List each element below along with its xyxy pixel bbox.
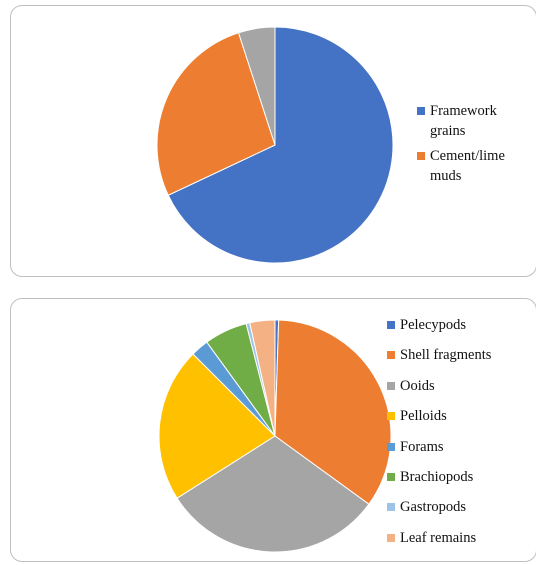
legend-swatch [387, 321, 395, 329]
legend-swatch [387, 472, 395, 481]
pie-slice-leaf-remains [249, 319, 276, 437]
legend-composition: Framework grains Cement/lime muds [417, 101, 529, 191]
legend-swatch [417, 152, 425, 160]
legend-swatch [387, 503, 395, 512]
legend-item-forams: Forams [387, 437, 535, 467]
pie-slice-unlabeled [237, 26, 276, 146]
legend-label: Brachiopods [400, 468, 474, 485]
chart-panel-composition: Framework grains Cement/lime muds [10, 5, 536, 277]
legend-swatch [387, 442, 395, 451]
legend-item-pelecypods: Pelecypods [387, 315, 535, 345]
pie-slice-framework-grains [167, 26, 394, 264]
legend-label: Cement/lime muds [430, 148, 505, 184]
legend-swatch [387, 381, 395, 390]
pie-slice-ooids [176, 435, 370, 553]
legend-item-shell-fragments: Shell fragments [387, 345, 535, 375]
pie-slice-shell-fragments [274, 319, 392, 505]
pie-slice-pelloids [158, 353, 276, 499]
legend-item-brachiopods: Brachiopods [387, 467, 535, 497]
legend-label: Forams [400, 438, 444, 455]
legend-label: Leaf remains [400, 529, 477, 546]
pie-slice-cement-lime-muds [156, 32, 276, 196]
pie-chart-composition [156, 26, 394, 264]
legend-label: Pelecypods [400, 317, 467, 333]
legend-label: Shell fragments [400, 347, 492, 364]
pie-chart-grain-types [158, 319, 392, 553]
legend-item-leaf-remains: Leaf remains [387, 528, 535, 558]
legend-item-ooids: Ooids [387, 376, 535, 406]
legend-label: Framework grains [430, 103, 497, 139]
legend-label: Ooids [400, 377, 435, 394]
legend-item-pelloids: Pelloids [387, 406, 535, 436]
chart-panel-grain-types: Pelecypods Shell fragments Ooids Pelloid… [10, 298, 536, 562]
legend-item-framework-grains: Framework grains [417, 101, 529, 141]
legend-swatch [417, 107, 425, 115]
legend-grain-types: Pelecypods Shell fragments Ooids Pelloid… [387, 315, 535, 558]
legend-swatch [387, 412, 395, 421]
legend-item-gastropods: Gastropods [387, 497, 535, 527]
legend-swatch [387, 351, 395, 360]
legend-item-cement-lime-muds: Cement/lime muds [417, 146, 529, 186]
legend-label: Gastropods [400, 499, 467, 516]
legend-label: Pelloids [400, 408, 447, 425]
legend-swatch [387, 533, 395, 542]
